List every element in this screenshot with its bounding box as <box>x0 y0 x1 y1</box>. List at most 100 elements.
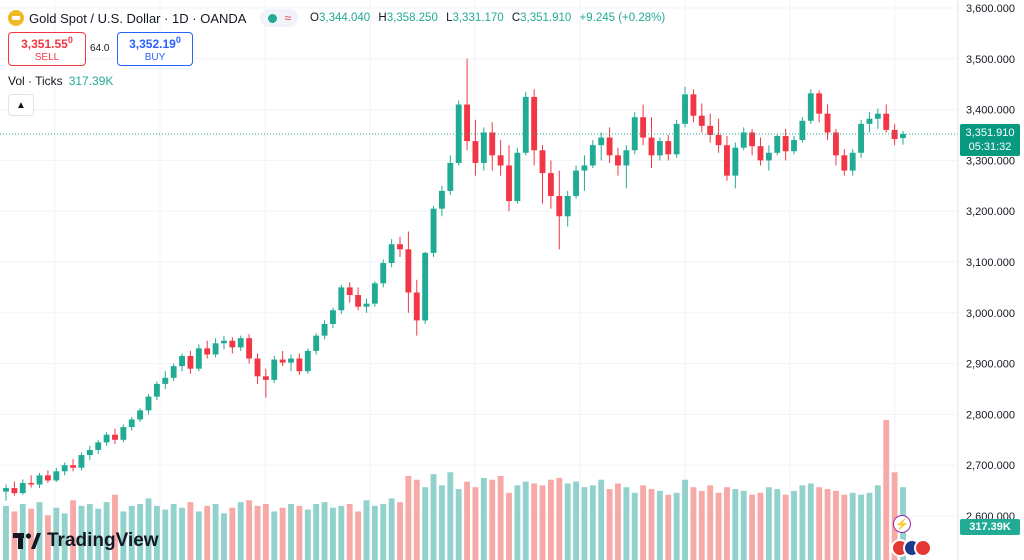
candle-body <box>740 132 747 148</box>
volume-bar <box>656 490 663 560</box>
candle-body <box>70 465 76 468</box>
candle-body <box>28 482 35 485</box>
candle-body <box>547 173 554 196</box>
candle-body <box>254 358 261 377</box>
candle-body <box>355 295 362 307</box>
volume-bar <box>53 507 60 560</box>
candle-body <box>564 195 571 217</box>
volume-bar <box>849 492 856 560</box>
candle-body <box>464 104 471 142</box>
volume-bar <box>36 502 43 560</box>
volume-bar <box>606 489 613 560</box>
candle-body <box>78 455 85 468</box>
candle-body <box>690 94 697 116</box>
candle-body <box>724 145 730 176</box>
candle-body <box>455 104 462 163</box>
candle-body <box>656 141 663 156</box>
ohlc-close: 3,351.910 <box>520 12 572 24</box>
spread-value: 64.0 <box>90 43 110 54</box>
candle-body <box>757 146 764 161</box>
ohlc-open: 3,344.040 <box>319 12 371 24</box>
candle-body <box>86 449 93 456</box>
candle-body <box>539 150 546 174</box>
volume-bar <box>497 476 504 560</box>
candle-body <box>36 475 43 485</box>
candle-body <box>673 123 680 155</box>
candle-body <box>900 133 906 139</box>
market-status-pill[interactable]: ≈ <box>260 9 299 27</box>
candle-body <box>497 155 504 166</box>
volume-bar <box>145 498 152 560</box>
volume-bar <box>170 504 177 560</box>
volume-bar <box>254 505 261 560</box>
sell-button[interactable]: 3,351.550 SELL <box>8 32 86 66</box>
lightning-event-icon[interactable]: ⚡ <box>893 515 911 533</box>
volume-bar <box>262 504 269 560</box>
volume-bar <box>229 507 236 560</box>
candle-body <box>11 488 18 494</box>
volume-bar <box>430 474 437 560</box>
y-tick-label: 3,300.000 <box>966 155 1015 167</box>
bar-countdown: 05:31:32 <box>968 141 1012 153</box>
volume-bar <box>313 504 320 560</box>
volume-legend[interactable]: Vol · Ticks 317.39K <box>8 74 113 88</box>
us-flag-event-icon[interactable] <box>914 539 932 557</box>
candle-body <box>816 93 823 114</box>
candle-body <box>791 140 797 152</box>
candle-body <box>581 165 588 171</box>
candle-body <box>313 335 320 351</box>
volume-bar <box>757 492 764 560</box>
candle-body <box>774 136 781 153</box>
ohlc-close-key: C <box>511 12 521 24</box>
candle-body <box>112 434 118 440</box>
volume-bar <box>573 481 579 560</box>
candle-body <box>665 141 672 155</box>
chevron-up-icon[interactable]: ▲ <box>8 94 34 116</box>
volume-bar <box>816 487 823 560</box>
volume-bar <box>883 420 890 560</box>
candle-body <box>3 488 9 492</box>
volume-bar <box>346 504 353 560</box>
volume-bar <box>279 507 286 560</box>
candle-body <box>682 94 688 124</box>
candles <box>3 58 906 501</box>
volume-bar <box>137 504 144 560</box>
chart-grid <box>0 0 958 560</box>
volume-legend-label: Vol · Ticks <box>8 74 63 88</box>
volume-bar <box>782 494 789 560</box>
volume-bar <box>187 502 194 560</box>
volume-bar <box>44 515 51 560</box>
ohlc-values: O3,344.040 H3,358.250 L3,331.170 C3,351.… <box>310 12 670 24</box>
candle-body <box>61 465 68 472</box>
volume-bar <box>799 485 806 560</box>
candle-body <box>229 340 236 348</box>
volume-bar <box>623 487 630 560</box>
candle-body <box>405 249 412 293</box>
volume-bars <box>3 420 906 560</box>
candle-body <box>237 338 244 348</box>
candle-body <box>153 383 160 397</box>
candle-body <box>514 152 521 202</box>
volume-bar <box>3 505 9 560</box>
volume-bar <box>506 492 512 560</box>
candle-body <box>371 283 378 304</box>
volume-bar <box>740 490 747 560</box>
candle-body <box>531 96 538 151</box>
buy-button[interactable]: 3,352.190 BUY <box>117 32 193 66</box>
symbol-title[interactable]: Gold Spot / U.S. Dollar · 1D · OANDA <box>29 10 247 26</box>
volume-bar <box>472 487 479 560</box>
volume-bar <box>791 490 797 560</box>
volume-bar <box>480 477 487 560</box>
volume-bar <box>774 489 781 560</box>
candle-body <box>707 125 714 135</box>
market-open-icon <box>268 13 278 23</box>
ohlc-high-key: H <box>378 12 387 24</box>
volume-bar <box>824 489 831 560</box>
tradingview-logo[interactable]: TradingView <box>13 530 159 552</box>
volume-bar <box>665 494 672 560</box>
volume-bar <box>355 511 362 560</box>
volume-bar <box>422 487 429 560</box>
y-tick-label: 2,700.000 <box>966 460 1015 472</box>
y-tick-label: 3,100.000 <box>966 257 1015 269</box>
